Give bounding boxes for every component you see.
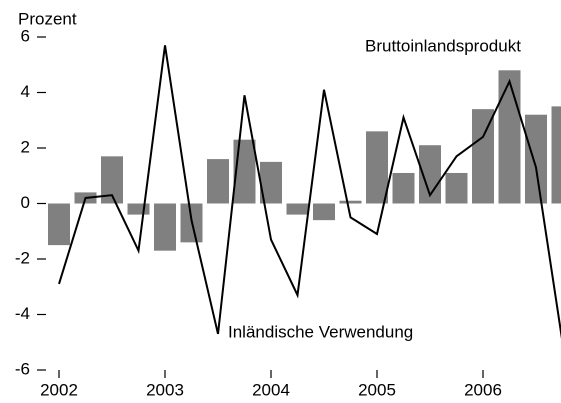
y-tick-label: -6 bbox=[15, 359, 30, 378]
bar bbox=[551, 106, 561, 204]
bar bbox=[207, 159, 229, 204]
bar bbox=[525, 114, 547, 204]
bar bbox=[101, 156, 123, 204]
bar bbox=[233, 139, 256, 204]
bar bbox=[313, 203, 335, 221]
bar bbox=[498, 70, 521, 204]
bar bbox=[392, 172, 415, 204]
x-tick-label: 2002 bbox=[40, 380, 78, 399]
line bbox=[58, 45, 561, 340]
bar bbox=[472, 109, 494, 204]
bar bbox=[366, 131, 388, 204]
bar bbox=[127, 203, 150, 215]
bar bbox=[286, 203, 309, 215]
x-tick-label: 2003 bbox=[146, 380, 184, 399]
x-tick-label: 2006 bbox=[464, 380, 502, 399]
bar bbox=[419, 145, 441, 204]
y-tick-label: 0 bbox=[21, 193, 30, 212]
bar-series-label: Bruttoinlandsprodukt bbox=[365, 36, 521, 55]
bar bbox=[339, 200, 362, 204]
line-series-label: Inländische Verwendung bbox=[228, 322, 413, 341]
y-axis-label: Prozent bbox=[18, 9, 77, 28]
bar bbox=[260, 161, 282, 204]
y-tick-label: -2 bbox=[15, 248, 30, 267]
x-tick-label: 2005 bbox=[358, 380, 396, 399]
bar bbox=[48, 203, 70, 246]
y-tick-label: 4 bbox=[21, 82, 30, 101]
bar bbox=[445, 172, 468, 204]
y-tick-label: -4 bbox=[15, 304, 30, 323]
y-tick-label: 2 bbox=[21, 137, 30, 156]
y-tick-label: 6 bbox=[21, 26, 30, 45]
x-tick-label: 2004 bbox=[252, 380, 290, 399]
bar bbox=[154, 203, 176, 251]
